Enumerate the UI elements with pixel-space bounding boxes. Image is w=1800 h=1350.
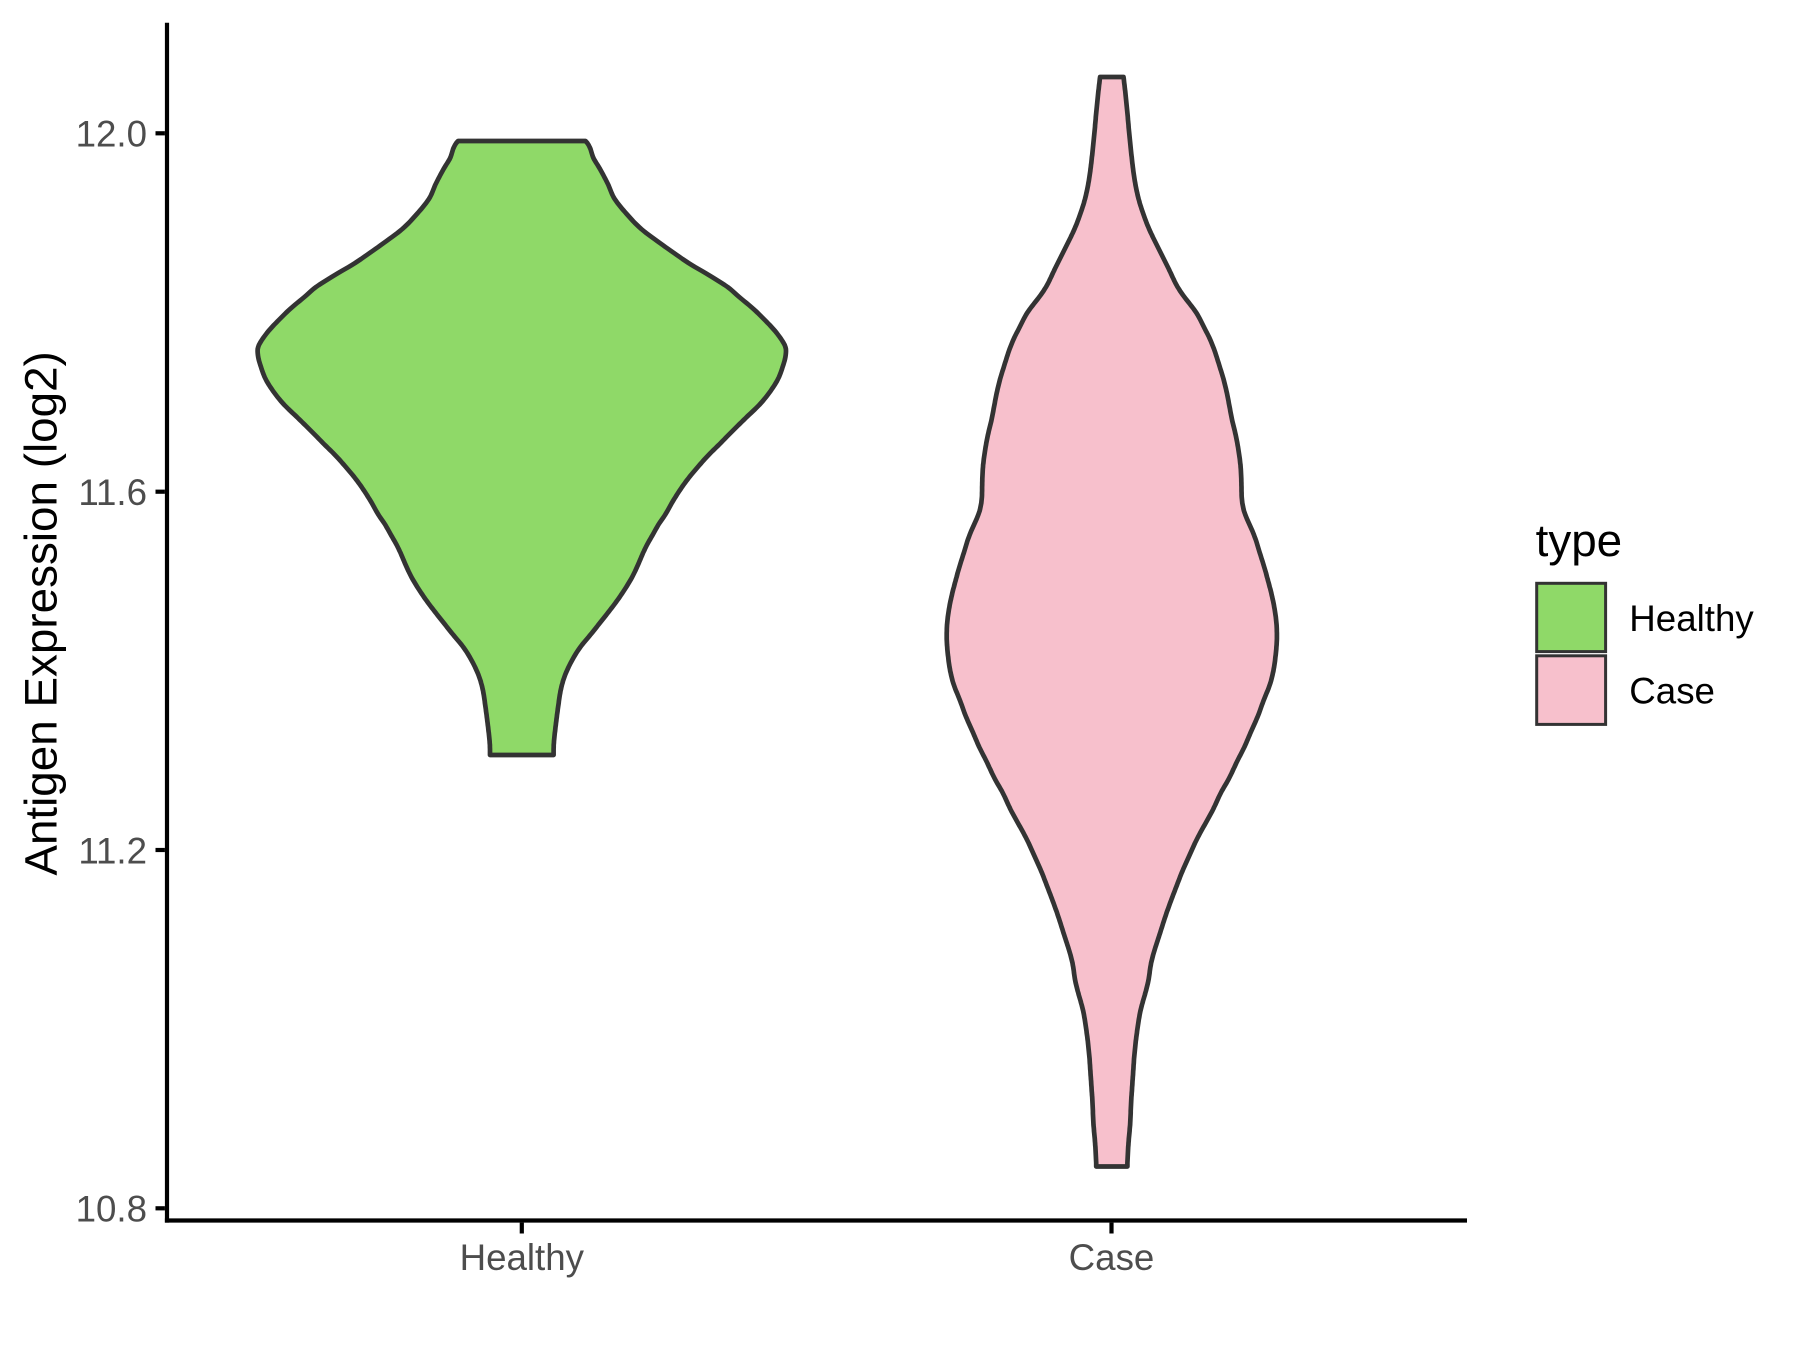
svg-text:Case: Case [1629,671,1715,712]
svg-text:10.8: 10.8 [76,1189,147,1230]
svg-text:Antigen Expression (log2): Antigen Expression (log2) [16,351,67,875]
svg-text:11.2: 11.2 [78,830,147,871]
svg-text:Case: Case [1069,1237,1155,1278]
svg-text:11.6: 11.6 [78,472,147,513]
svg-text:12.0: 12.0 [76,114,147,155]
svg-text:Healthy: Healthy [1629,598,1754,639]
svg-text:Healthy: Healthy [460,1237,585,1278]
svg-text:type: type [1536,515,1623,566]
